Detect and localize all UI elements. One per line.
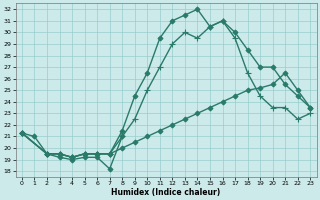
X-axis label: Humidex (Indice chaleur): Humidex (Indice chaleur) <box>111 188 221 197</box>
